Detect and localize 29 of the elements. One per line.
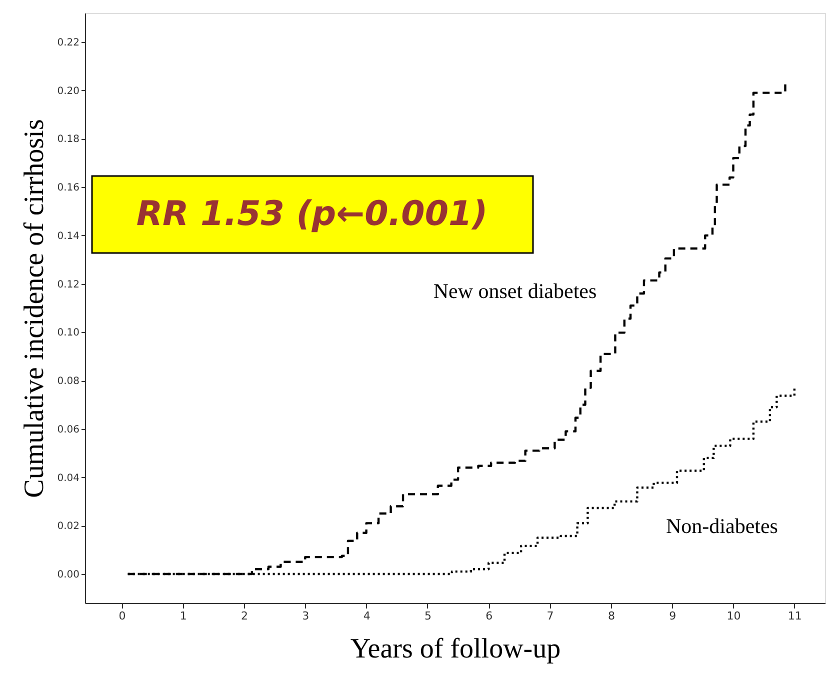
x-tick-label: 4 bbox=[363, 610, 370, 622]
y-tick-label: 0.06 bbox=[57, 424, 80, 436]
y-tick-label: 0.04 bbox=[57, 472, 80, 484]
y-tick-label: 0.22 bbox=[57, 38, 80, 49]
x-tick-label: 8 bbox=[608, 610, 615, 622]
x-tick-label: 11 bbox=[788, 610, 802, 622]
y-tick-label: 0.10 bbox=[57, 328, 80, 339]
series-label: Non-diabetes bbox=[666, 514, 778, 538]
y-tick-label: 0.18 bbox=[57, 134, 80, 146]
series-label: New onset diabetes bbox=[433, 279, 597, 303]
y-tick-label: 0.16 bbox=[57, 182, 80, 194]
y-tick-label: 0.00 bbox=[57, 569, 80, 580]
x-axis-title: Years of follow-up bbox=[350, 634, 561, 664]
x-tick-label: 1 bbox=[180, 610, 187, 622]
x-tick-label: 3 bbox=[302, 610, 310, 622]
y-tick-label: 0.20 bbox=[57, 86, 80, 97]
y-tick-label: 0.08 bbox=[57, 376, 80, 388]
x-tick-label: 0 bbox=[118, 610, 126, 622]
annotation: RR 1.53 (p←0.001) bbox=[136, 194, 488, 234]
y-axis-title: Cumulative incidence of cirrhosis bbox=[19, 119, 50, 498]
x-tick-label: 2 bbox=[241, 610, 248, 622]
y-tick-label: 0.02 bbox=[57, 521, 80, 532]
x-tick-label: 9 bbox=[669, 610, 676, 622]
x-tick-label: 6 bbox=[486, 610, 493, 622]
y-tick-label: 0.12 bbox=[57, 279, 80, 290]
x-tick-label: 5 bbox=[424, 610, 432, 622]
x-tick-label: 7 bbox=[546, 610, 554, 622]
x-tick-label: 10 bbox=[726, 610, 741, 622]
y-tick-label: 0.14 bbox=[57, 230, 80, 242]
